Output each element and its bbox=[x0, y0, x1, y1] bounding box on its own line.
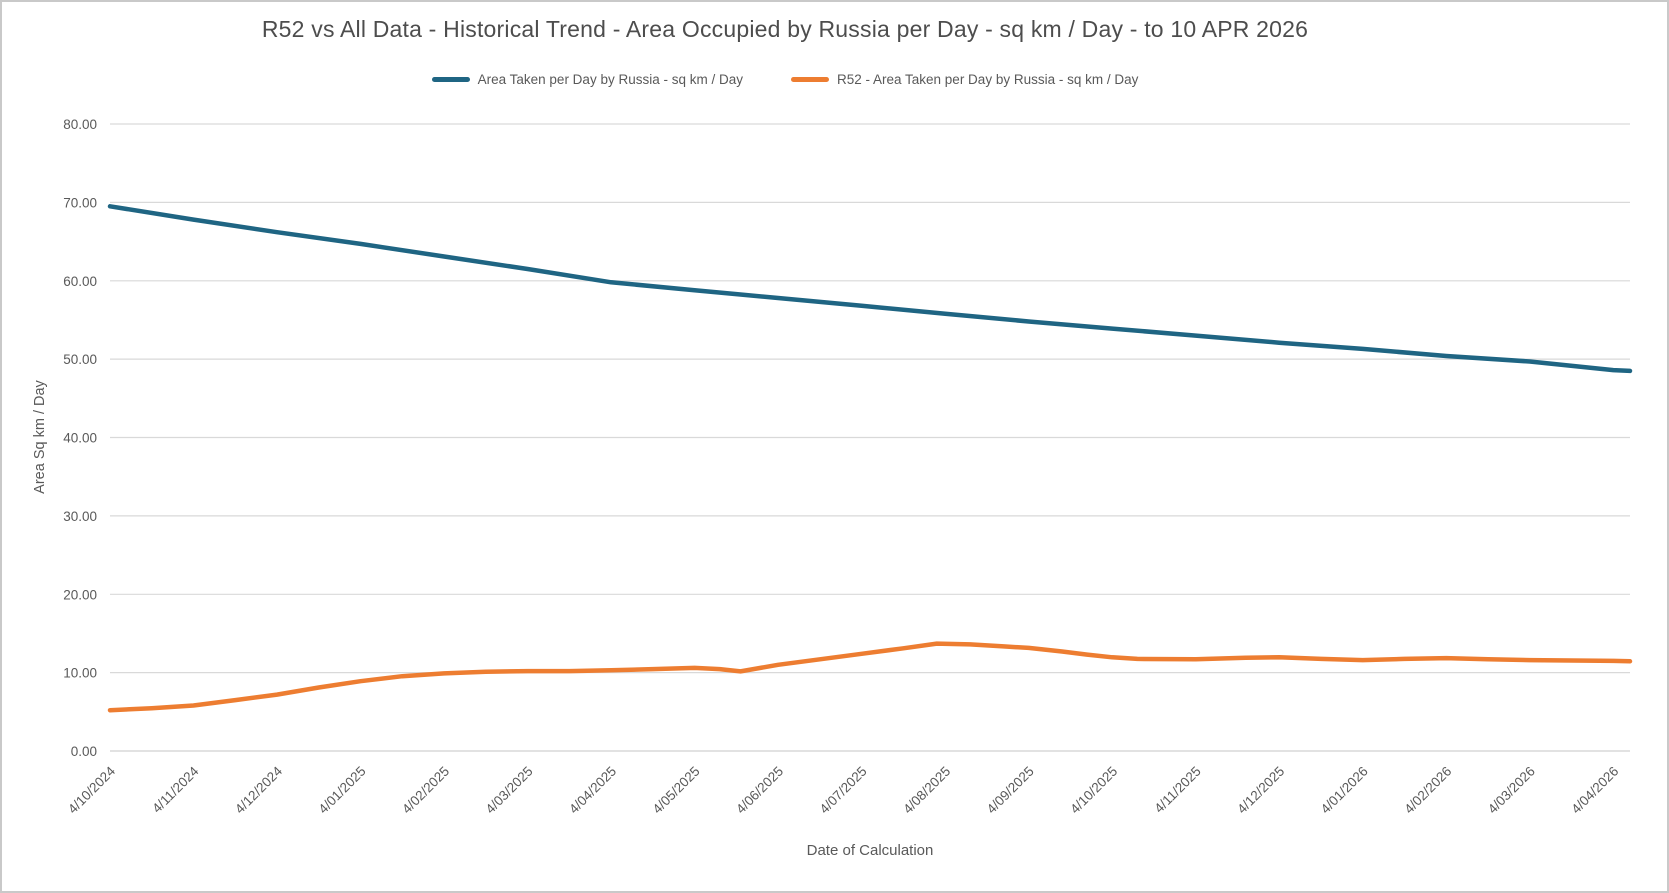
x-tick-label: 4/04/2025 bbox=[566, 764, 619, 817]
x-tick-label: 4/09/2025 bbox=[984, 764, 1037, 817]
x-tick-label: 4/03/2026 bbox=[1485, 764, 1538, 817]
legend-item-r52: R52 - Area Taken per Day by Russia - sq … bbox=[790, 72, 1139, 87]
x-tick-label: 4/12/2024 bbox=[232, 763, 285, 816]
y-tick-label: 70.00 bbox=[63, 195, 97, 210]
y-tick-label: 50.00 bbox=[63, 352, 97, 367]
y-tick-label: 10.00 bbox=[63, 666, 97, 681]
x-tick-label: 4/11/2024 bbox=[149, 763, 202, 816]
x-tick-label: 4/05/2025 bbox=[650, 764, 703, 817]
x-tick-label: 4/04/2026 bbox=[1568, 764, 1621, 817]
x-tick-label: 4/01/2025 bbox=[316, 764, 369, 817]
legend-label-r52: R52 - Area Taken per Day by Russia - sq … bbox=[836, 72, 1139, 87]
chart-title: R52 vs All Data - Historical Trend - Are… bbox=[261, 16, 1309, 42]
x-tick-label: 4/12/2025 bbox=[1234, 764, 1287, 817]
legend-item-all-data: Area Taken per Day by Russia - sq km / D… bbox=[431, 72, 743, 87]
x-tick-label: 4/01/2026 bbox=[1318, 764, 1371, 817]
x-tick-label: 4/02/2025 bbox=[399, 764, 452, 817]
x-tick-label: 4/08/2025 bbox=[900, 764, 953, 817]
y-tick-label: 40.00 bbox=[63, 431, 97, 446]
x-tick-label: 4/10/2024 bbox=[65, 763, 118, 816]
series-line-all-data bbox=[107, 204, 1633, 374]
legend: Area Taken per Day by Russia - sq km / D… bbox=[0, 72, 1570, 87]
y-tick-label: 0.00 bbox=[71, 744, 97, 759]
y-tick-label: 20.00 bbox=[63, 587, 97, 602]
x-tick-label: 4/07/2025 bbox=[817, 764, 870, 817]
x-tick-label: 4/10/2025 bbox=[1067, 764, 1120, 817]
x-tick-label: 4/11/2025 bbox=[1151, 764, 1203, 816]
x-tick-label: 4/06/2025 bbox=[733, 764, 786, 817]
x-axis-title: Date of Calculation bbox=[806, 842, 934, 859]
y-tick-label: 60.00 bbox=[63, 274, 97, 289]
legend-swatch-r52-icon bbox=[790, 77, 829, 82]
legend-label-all-data: Area Taken per Day by Russia - sq km / D… bbox=[477, 72, 743, 87]
x-tick-label: 4/02/2026 bbox=[1401, 764, 1454, 817]
y-tick-label: 30.00 bbox=[63, 509, 97, 524]
x-tick-label: 4/03/2025 bbox=[483, 764, 536, 817]
y-tick-label: 80.00 bbox=[63, 117, 97, 132]
legend-swatch-all-data-icon bbox=[431, 77, 470, 82]
series-line-r52 bbox=[107, 641, 1633, 713]
